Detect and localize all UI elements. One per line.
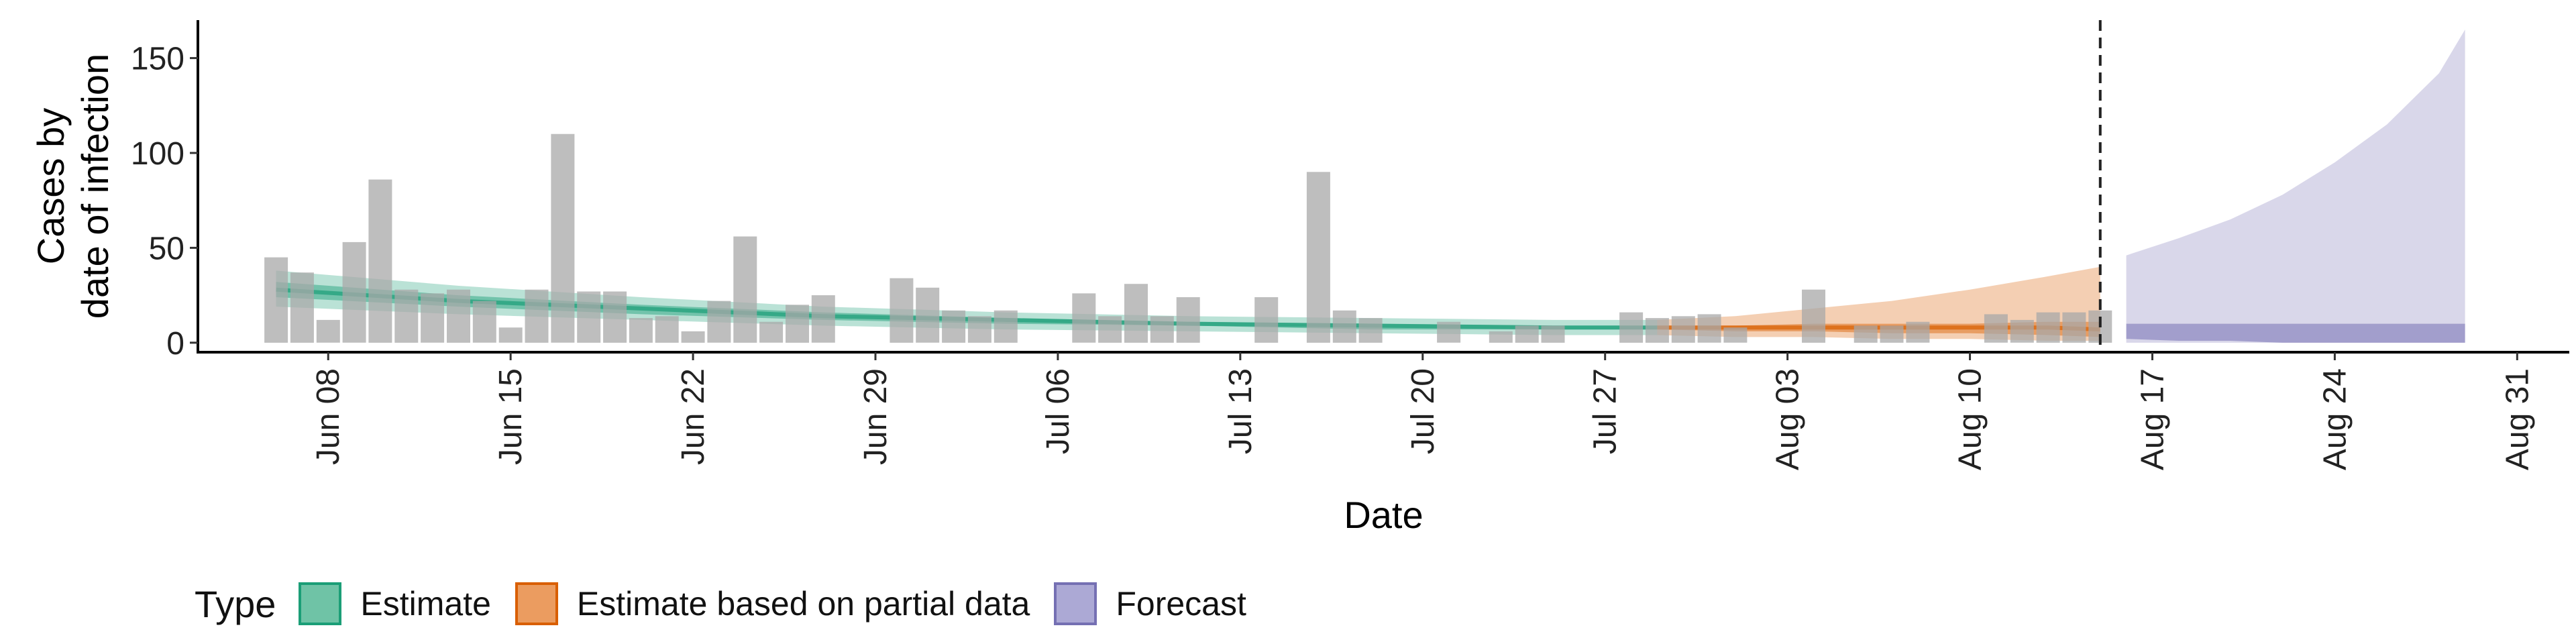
- case-bar: [1697, 314, 1721, 343]
- case-bar: [681, 331, 705, 343]
- x-axis-title: Date: [1344, 494, 1423, 536]
- case-bar: [916, 287, 940, 343]
- y-tick-label: 150: [131, 42, 184, 77]
- x-tick-label: Aug 31: [2500, 368, 2535, 470]
- legend: Type Estimate Estimate based on partial …: [195, 574, 1271, 634]
- legend-key-estimate: [299, 582, 342, 625]
- x-tick-label: Jul 27: [1588, 368, 1623, 454]
- case-bar: [1332, 310, 1356, 343]
- case-bar: [447, 289, 470, 343]
- case-bar: [525, 289, 549, 343]
- x-axis-ticks: Jun 08 Jun 15 Jun 22 Jun 29 Jul 06 Jul 13 Jul …: [311, 352, 2535, 470]
- case-bar: [342, 241, 366, 343]
- case-bar: [1645, 318, 1669, 343]
- case-bar: [264, 257, 288, 343]
- case-bar: [1072, 293, 1096, 343]
- x-tick-label: Jun 22: [676, 368, 711, 465]
- case-bar: [472, 301, 496, 343]
- case-bar: [1489, 331, 1513, 343]
- x-tick-label: Jul 06: [1040, 368, 1076, 454]
- band-50-forecast: [2126, 323, 2465, 343]
- x-tick-label: Jul 13: [1223, 368, 1258, 454]
- case-bar: [2036, 312, 2060, 343]
- case-bar: [786, 305, 809, 343]
- case-bar: [890, 278, 914, 343]
- case-bar: [1437, 321, 1461, 343]
- case-bar: [1984, 314, 2008, 343]
- case-bar: [1150, 316, 1174, 343]
- case-bar: [2010, 319, 2034, 343]
- x-tick-label: Aug 03: [1770, 368, 1806, 470]
- legend-label-partial: Estimate based on partial data: [576, 585, 1030, 623]
- x-tick-label: Aug 17: [2135, 368, 2171, 470]
- case-bar: [811, 295, 835, 343]
- case-bar: [733, 236, 757, 343]
- case-bar: [1854, 325, 1878, 343]
- case-bar: [1802, 289, 1825, 343]
- case-bar: [942, 310, 966, 343]
- legend-key-partial: [515, 582, 558, 625]
- case-bar: [1880, 325, 1904, 343]
- y-tick-label: 0: [166, 326, 184, 362]
- y-axis-ticks: 0 50 100 150: [131, 42, 198, 362]
- case-bar: [655, 316, 679, 343]
- case-bar: [1098, 316, 1122, 343]
- case-bar: [1619, 312, 1644, 343]
- case-bar: [498, 327, 523, 343]
- x-tick-label: Jun 29: [858, 368, 894, 465]
- axes: [197, 20, 2569, 354]
- y-axis-title-line: Cases by: [30, 108, 72, 264]
- legend-label-estimate: Estimate: [360, 585, 491, 623]
- case-bar: [290, 272, 314, 343]
- case-bar: [967, 316, 991, 343]
- case-bar: [1723, 327, 1748, 343]
- case-bar: [2062, 312, 2086, 343]
- case-bar: [1176, 297, 1200, 343]
- case-bar: [368, 179, 392, 343]
- y-axis-title-line: date of infection: [74, 54, 116, 319]
- legend-title: Type: [195, 582, 276, 625]
- case-bar: [1906, 321, 1930, 343]
- case-bar: [1671, 316, 1695, 343]
- case-bar: [707, 301, 731, 343]
- case-bar: [603, 291, 627, 343]
- y-axis-title: Cases bydate of infection: [30, 54, 116, 319]
- case-bar: [394, 289, 419, 343]
- y-tick-label: 50: [149, 231, 184, 266]
- case-bar: [759, 321, 784, 343]
- case-bar: [421, 293, 445, 343]
- x-tick-label: Aug 10: [1953, 368, 1988, 470]
- y-tick-label: 100: [131, 136, 184, 172]
- case-bar: [1515, 325, 1539, 343]
- case-bar: [1306, 172, 1330, 343]
- band-90-forecast: [2126, 30, 2465, 343]
- case-bar: [551, 133, 575, 343]
- case-bar: [1254, 297, 1279, 343]
- legend-key-forecast: [1054, 582, 1097, 625]
- case-bar: [577, 291, 601, 343]
- case-bar: [1541, 325, 1565, 343]
- axis-titles: Date Cases bydate of infection: [30, 54, 1424, 536]
- x-tick-label: Jun 08: [311, 368, 346, 465]
- x-tick-label: Aug 24: [2317, 368, 2353, 470]
- case-bar: [1358, 318, 1383, 343]
- x-tick-label: Jul 20: [1405, 368, 1441, 454]
- x-tick-label: Jun 15: [493, 368, 529, 465]
- legend-label-forecast: Forecast: [1116, 585, 1246, 623]
- case-bar: [316, 319, 340, 343]
- case-bar: [1124, 284, 1148, 343]
- reported-case-bars: [264, 133, 2112, 343]
- case-bar: [994, 310, 1018, 343]
- case-bar: [629, 318, 653, 343]
